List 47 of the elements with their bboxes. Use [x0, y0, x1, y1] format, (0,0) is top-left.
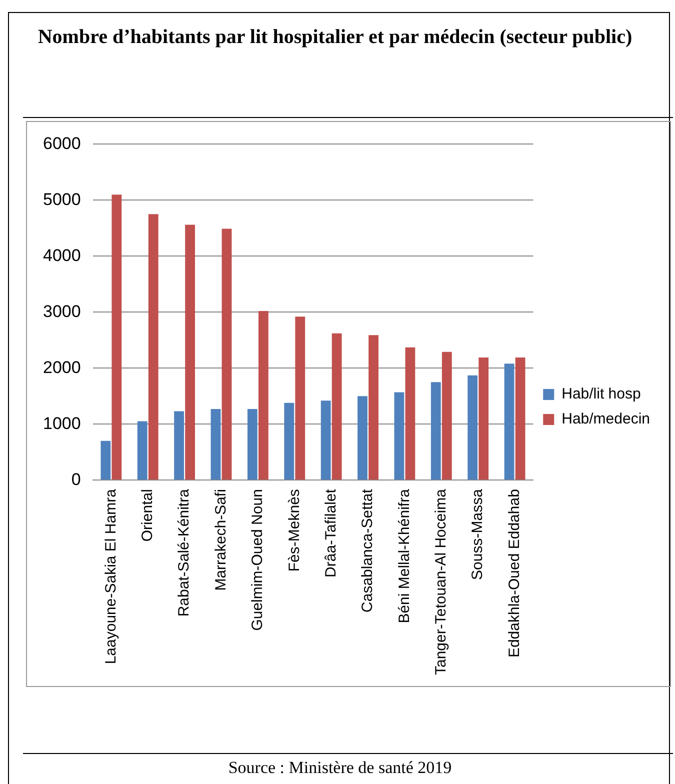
x-tick-label: Rabat-Salé-Kénitra	[176, 488, 193, 617]
bar	[368, 335, 378, 480]
bar	[258, 311, 268, 480]
y-tick-label: 3000	[42, 302, 81, 321]
bar	[100, 440, 111, 480]
x-tick-label: Guelmim-Oued Noun	[249, 489, 266, 631]
y-tick-label: 1000	[42, 414, 81, 433]
bar	[405, 347, 416, 480]
bar	[468, 375, 478, 480]
bar	[210, 408, 221, 480]
bar	[185, 224, 196, 480]
bar	[320, 400, 331, 480]
legend-label: Hab/medecin	[562, 410, 650, 428]
x-tick-label: Fès-Meknès	[286, 489, 303, 572]
bar	[295, 316, 306, 480]
bar	[137, 421, 148, 480]
legend-label: Hab/lit hosp	[562, 386, 641, 403]
x-tick-label: Laayoune-Sakia El Hamra	[102, 488, 120, 664]
bar	[515, 357, 526, 480]
bar	[478, 357, 489, 480]
bar	[504, 364, 514, 480]
x-tick-label: Eddakhla-Oued Eddahab	[506, 489, 523, 658]
x-tick-label: Béni Mellal-Khénifra	[396, 488, 413, 624]
bar	[247, 408, 258, 480]
x-tick-label: Tanger-Tetouan-Al Hoceima	[432, 488, 450, 676]
bar	[332, 333, 342, 480]
y-tick-label: 2000	[42, 358, 81, 377]
bar	[430, 382, 441, 480]
x-tick-label: Oriental	[138, 489, 156, 542]
bar	[442, 352, 452, 480]
x-tick-label: Drâa-Tafilalet	[322, 488, 340, 578]
x-tick-label: Souss-Massa	[469, 488, 486, 580]
bar	[148, 214, 158, 480]
bar	[112, 194, 122, 480]
bar	[284, 402, 294, 480]
source-note: Source : Ministère de santé 2019	[227, 758, 453, 778]
y-tick-label: 6000	[42, 134, 81, 153]
x-tick-label: Casablanca-Settat	[359, 488, 376, 612]
chart-title: Nombre d’habitants par lit hospitalier et par médecin (secteur public)	[36, 25, 634, 50]
y-tick-label: 0	[71, 470, 81, 489]
bar	[174, 411, 184, 480]
x-tick-label: Marrakech-Safi	[212, 489, 230, 591]
y-tick-label: 4000	[42, 246, 81, 265]
bar	[358, 396, 368, 480]
bar	[222, 228, 232, 480]
y-tick-label: 5000	[42, 190, 81, 209]
bar	[394, 392, 404, 480]
